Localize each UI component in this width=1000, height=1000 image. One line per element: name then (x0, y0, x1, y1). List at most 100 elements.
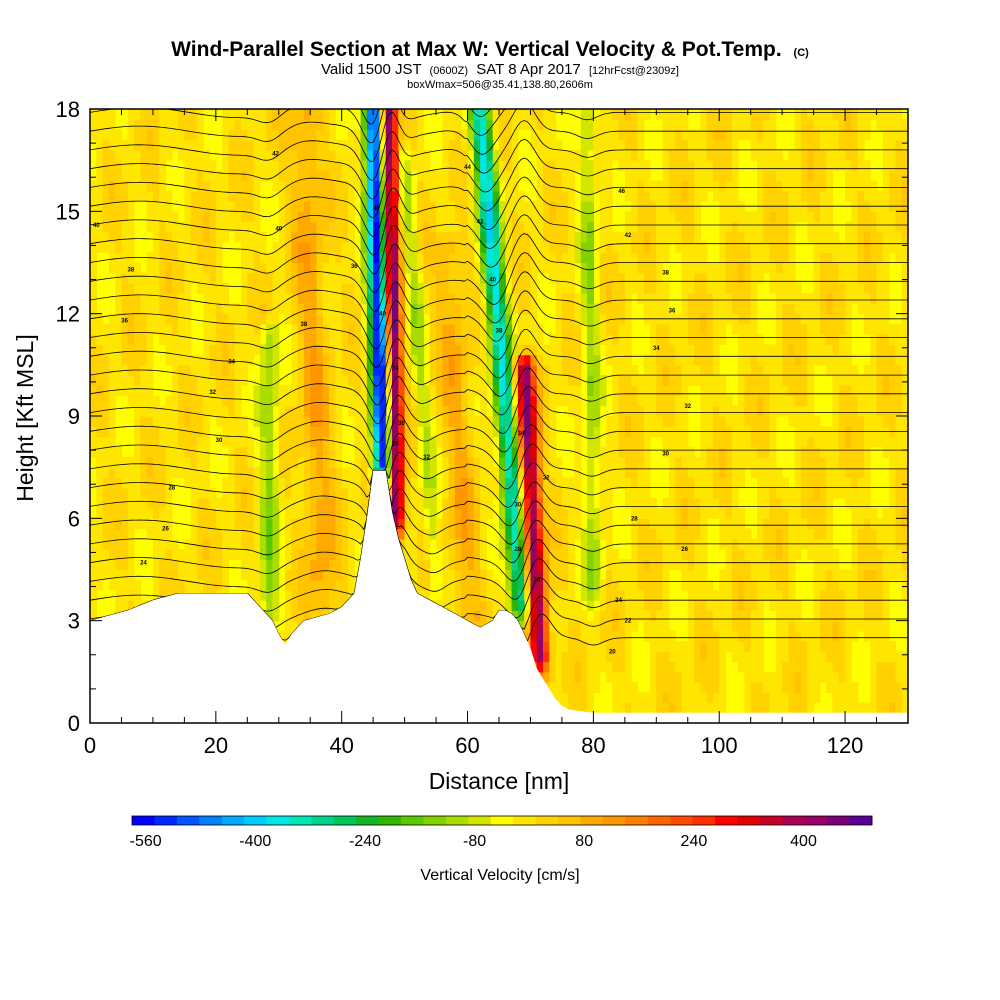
velocity-cell (543, 497, 550, 509)
velocity-cell (96, 416, 104, 427)
velocity-cell (310, 180, 318, 192)
velocity-cell (436, 231, 443, 243)
velocity-cell (102, 416, 110, 427)
velocity-cell (215, 538, 223, 550)
velocity-cell (423, 149, 431, 161)
velocity-cell (605, 456, 613, 468)
velocity-cell (90, 589, 97, 601)
velocity-cell (668, 487, 676, 499)
velocity-cell (341, 201, 349, 212)
velocity-cell (486, 170, 494, 182)
velocity-cell (662, 661, 670, 673)
velocity-cell (650, 630, 657, 642)
velocity-cell (398, 354, 406, 366)
velocity-cell (675, 702, 683, 714)
velocity-cell (285, 600, 292, 612)
velocity-cell (643, 518, 651, 530)
velocity-cell (329, 487, 336, 499)
velocity-cell (448, 436, 456, 448)
velocity-cell (505, 180, 513, 192)
velocity-cell (373, 334, 381, 345)
velocity-cell (385, 252, 393, 264)
velocity-cell (656, 620, 664, 632)
velocity-cell (417, 385, 425, 397)
velocity-cell (228, 129, 236, 141)
velocity-cell (505, 201, 513, 212)
velocity-cell (549, 518, 557, 530)
velocity-cell (310, 395, 318, 407)
velocity-cell (461, 139, 469, 151)
velocity-cell (587, 569, 594, 581)
velocity-cell (429, 497, 437, 509)
velocity-cell (517, 221, 525, 233)
velocity-cell (429, 436, 437, 448)
velocity-cell (366, 109, 374, 120)
velocity-cell (373, 180, 381, 192)
velocity-cell (165, 303, 173, 315)
velocity-cell (643, 446, 651, 458)
velocity-cell (347, 344, 355, 356)
velocity-cell (184, 344, 192, 356)
velocity-cell (398, 446, 406, 458)
velocity-cell (650, 344, 657, 356)
velocity-cell (96, 170, 104, 182)
velocity-cell (599, 303, 607, 315)
velocity-cell (454, 170, 462, 182)
velocity-cell (184, 395, 192, 407)
velocity-cell (152, 497, 160, 509)
velocity-cell (134, 109, 141, 120)
velocity-cell (467, 497, 475, 509)
velocity-cell (524, 549, 532, 560)
velocity-cell (681, 692, 689, 704)
velocity-cell (549, 446, 557, 458)
velocity-cell (115, 160, 123, 171)
velocity-cell (499, 334, 506, 345)
velocity-cell (285, 477, 292, 489)
velocity-cell (536, 405, 544, 417)
velocity-cell (681, 252, 689, 264)
velocity-cell (694, 682, 701, 693)
velocity-cell (549, 109, 557, 120)
velocity-cell (423, 385, 431, 397)
velocity-cell (266, 405, 274, 417)
velocity-cell (631, 682, 639, 693)
velocity-cell (146, 528, 154, 540)
velocity-cell (241, 323, 248, 335)
velocity-cell (587, 630, 594, 642)
velocity-cell (624, 692, 632, 704)
velocity-cell (656, 334, 664, 345)
velocity-cell (90, 211, 97, 223)
velocity-cell (656, 231, 664, 243)
velocity-cell (505, 456, 513, 468)
velocity-cell (624, 405, 632, 417)
velocity-cell (530, 375, 538, 386)
velocity-cell (171, 242, 179, 253)
velocity-cell (436, 375, 443, 386)
velocity-cell (442, 589, 450, 601)
velocity-cell (121, 518, 129, 530)
velocity-cell (417, 375, 425, 386)
velocity-cell (687, 139, 695, 151)
velocity-cell (115, 549, 123, 560)
velocity-cell (222, 211, 230, 223)
velocity-cell (700, 487, 708, 499)
velocity-cell (165, 589, 173, 601)
velocity-cell (574, 477, 582, 489)
velocity-cell (266, 354, 274, 366)
velocity-cell (675, 559, 683, 571)
velocity-cell (568, 242, 576, 253)
velocity-cell (461, 446, 469, 458)
velocity-cell (643, 262, 651, 274)
velocity-cell (303, 272, 311, 284)
velocity-cell (687, 262, 695, 274)
velocity-cell (631, 518, 639, 530)
velocity-cell (549, 211, 557, 223)
velocity-cell (681, 487, 689, 499)
velocity-cell (96, 528, 104, 540)
velocity-cell (115, 579, 123, 591)
velocity-cell (486, 508, 494, 519)
velocity-cell (524, 354, 532, 366)
velocity-cell (410, 334, 418, 345)
velocity-cell (398, 323, 406, 335)
velocity-cell (524, 201, 532, 212)
